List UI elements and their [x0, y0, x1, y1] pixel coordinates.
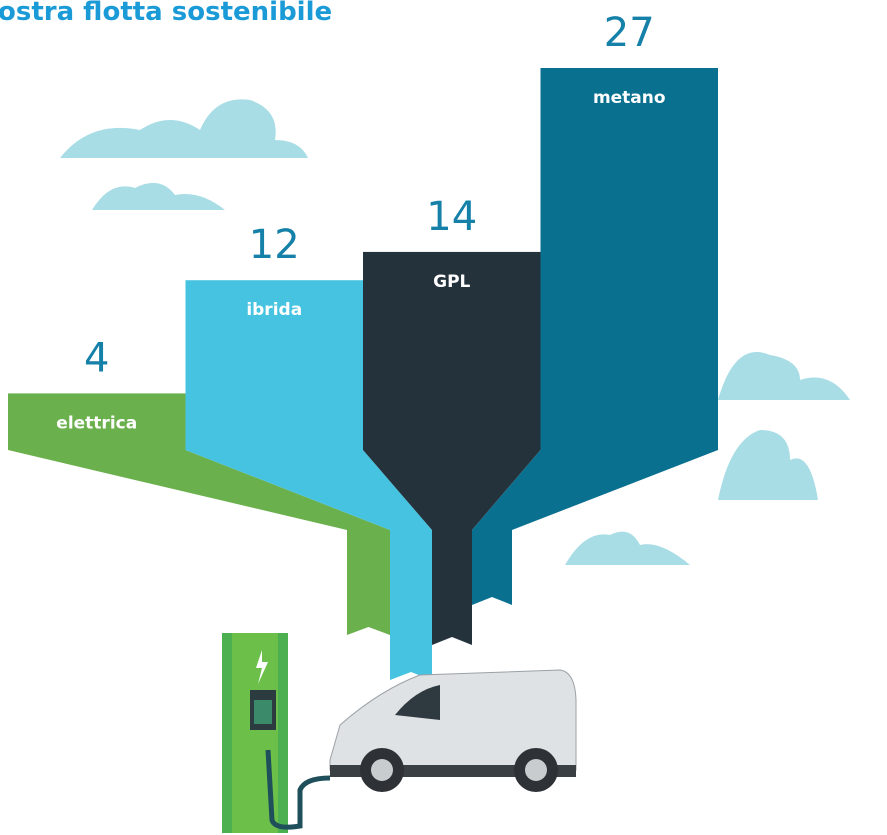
value-label: 12 [249, 222, 300, 268]
bar [541, 68, 719, 450]
category-label: elettrica [56, 413, 137, 433]
chart: elettrica 4 ibrida 12 GPL 14 metano 27 [8, 10, 718, 680]
value-label: 4 [84, 335, 109, 381]
drip [347, 530, 390, 635]
infographic: ostra flotta sostenibile elettrica 4 ibrid… [0, 0, 887, 835]
category-label: ibrida [246, 300, 302, 320]
van [330, 670, 576, 792]
drip [472, 530, 512, 605]
value-label: 27 [604, 10, 655, 56]
drip [390, 530, 432, 680]
drip [432, 530, 472, 645]
value-label: 14 [426, 194, 477, 240]
charger [222, 633, 330, 833]
title: ostra flotta sostenibile [0, 0, 332, 27]
category-label: GPL [433, 272, 470, 292]
category-label: metano [593, 88, 666, 108]
